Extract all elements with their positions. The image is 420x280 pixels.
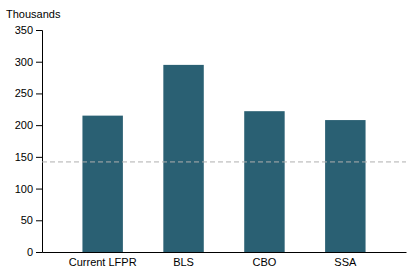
y-tick-mark — [36, 220, 42, 221]
plot: 0 50 100 150 200 250 300 350 Current LFPR BLS CBO S… — [15, 24, 407, 268]
y-tick: 50 — [21, 214, 42, 226]
y-tick-mark — [36, 62, 42, 63]
x-axis: Current LFPR BLS CBO SSA — [43, 253, 407, 268]
y-axis-label: Thousands — [6, 8, 61, 20]
y-tick: 150 — [15, 151, 42, 163]
y-tick-label: 0 — [27, 246, 33, 258]
x-tick: BLS — [173, 256, 194, 268]
x-axis-line — [43, 252, 407, 253]
marks — [42, 65, 406, 252]
bar — [163, 65, 203, 252]
bar — [325, 120, 365, 252]
y-tick: 100 — [15, 183, 42, 195]
x-tick: SSA — [334, 256, 357, 268]
y-tick-mark — [36, 30, 42, 31]
y-tick-mark — [36, 93, 42, 94]
x-tick-label: BLS — [173, 256, 194, 268]
y-tick: 200 — [15, 119, 42, 131]
y-tick-mark — [36, 252, 42, 253]
y-tick-label: 50 — [21, 214, 33, 226]
y-tick-label: 350 — [15, 24, 33, 36]
y-tick: 0 — [27, 246, 42, 258]
reference-line — [42, 161, 406, 162]
bar — [82, 116, 122, 252]
y-tick-label: 100 — [15, 183, 33, 195]
y-tick-mark — [36, 125, 42, 126]
y-tick-label: 150 — [15, 151, 33, 163]
chart: 0 50 100 150 200 250 300 350 Current LFPR BLS CBO S… — [0, 0, 420, 280]
x-tick: CBO — [253, 256, 277, 268]
x-tick-label: CBO — [253, 256, 277, 268]
bar — [244, 111, 284, 252]
y-tick-mark — [36, 189, 42, 190]
y-tick: 250 — [15, 87, 42, 99]
y-axis: 0 50 100 150 200 250 300 350 — [15, 24, 43, 258]
y-tick-mark — [36, 157, 42, 158]
y-tick: 300 — [15, 56, 42, 68]
y-axis-line — [36, 31, 43, 253]
y-tick-label: 200 — [15, 119, 33, 131]
y-tick: 350 — [15, 24, 42, 36]
y-tick-label: 250 — [15, 87, 33, 99]
x-tick-label: SSA — [334, 256, 357, 268]
x-tick: Current LFPR — [69, 256, 137, 268]
x-tick-label: Current LFPR — [69, 256, 137, 268]
y-tick-label: 300 — [15, 56, 33, 68]
